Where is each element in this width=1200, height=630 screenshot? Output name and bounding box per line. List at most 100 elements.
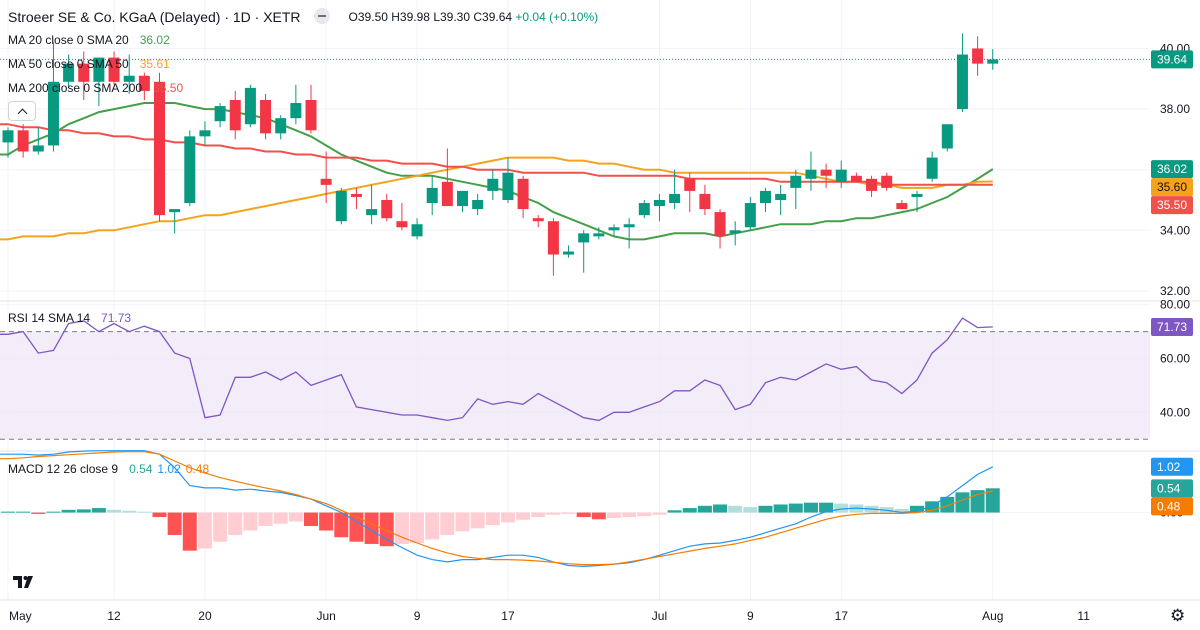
macd-hist-legend-value: 0.54 (129, 462, 153, 476)
candle (881, 172, 893, 191)
ma50-legend[interactable]: MA 50 close 0 SMA 50 35.61 (8, 57, 170, 71)
candle (229, 90, 241, 140)
price-tag: 36.02 (1151, 160, 1193, 179)
rsi-axis-label: 40.00 (1160, 405, 1190, 419)
candle-body (850, 175, 862, 182)
macd-histogram-bar (500, 512, 515, 523)
candle (457, 190, 468, 213)
macd-histogram-bar (470, 512, 485, 529)
candle (744, 196, 756, 231)
price-tag-bg (1151, 160, 1193, 179)
candle-body (396, 221, 408, 228)
rsi-line (0, 317, 993, 422)
rsi-axis-label: 60.00 (1160, 352, 1190, 366)
candle (623, 218, 635, 249)
candle-body (411, 224, 423, 237)
candle (199, 121, 211, 146)
candle-body (714, 212, 726, 237)
macd-price-tag: 0.48 (1151, 497, 1193, 516)
macd-histogram-bar (516, 512, 531, 520)
candle (335, 187, 347, 225)
candle-body (426, 187, 438, 204)
time-axis-label: 9 (414, 609, 421, 623)
price-tag: 35.50 (1151, 196, 1193, 215)
ma200-legend[interactable]: MA 200 close 0 SMA 200 35.50 (8, 81, 183, 95)
macd-histogram-bar (304, 512, 318, 526)
price-tag: 35.60 (1151, 178, 1193, 197)
macd-histogram-bar (652, 512, 667, 515)
candle (866, 175, 878, 197)
rsi-price-tag-text: 71.73 (1157, 320, 1187, 334)
macd-histogram-bar (152, 512, 167, 518)
symbol-header: Stroeer SE & Co. KGaA (Delayed) · 1D · X… (8, 8, 599, 25)
rsi-price-tag: 71.73 (1151, 317, 1193, 336)
candle (775, 184, 787, 216)
candle-body (184, 136, 196, 204)
macd-histogram-bar (819, 502, 834, 513)
rsi-legend[interactable]: RSI 14 SMA 14 71.73 (8, 311, 131, 325)
candle (441, 148, 453, 207)
macd-histogram-bar (637, 512, 652, 517)
candle (123, 54, 135, 94)
candle-body (608, 227, 620, 231)
candle (805, 151, 817, 191)
candle (684, 172, 696, 213)
candle (93, 57, 105, 107)
candle (850, 172, 862, 182)
candle (32, 127, 44, 155)
ma200-label: MA 200 close 0 SMA 200 (8, 81, 143, 95)
macd-price-tag: 1.02 (1151, 457, 1193, 476)
candle-body (699, 193, 711, 210)
candle-body (547, 221, 559, 255)
ma20-label: MA 20 close 0 SMA 20 (8, 33, 129, 47)
macd-histogram-bar (485, 512, 500, 526)
candle (17, 124, 29, 158)
time-axis-label: 17 (835, 609, 849, 623)
candle-body (866, 178, 878, 191)
candle (47, 42, 59, 152)
time-axis-label: Jul (652, 609, 667, 623)
candle-body (578, 233, 590, 243)
macd-histogram-bar (546, 512, 561, 515)
candle-body (17, 130, 29, 152)
candle-body (729, 230, 741, 234)
macd-histogram-bar (61, 509, 76, 513)
candle (517, 175, 529, 219)
candle (78, 51, 90, 100)
candle-body (381, 200, 393, 219)
macd-histogram-bar (607, 512, 621, 518)
candle (638, 200, 650, 219)
chevron-up-icon[interactable] (8, 101, 36, 121)
macd-signal-legend-value: 0.48 (185, 462, 210, 476)
candle (275, 115, 287, 140)
candle-body (760, 190, 771, 204)
candle-body (366, 209, 378, 216)
macd-histogram-bar (758, 505, 773, 513)
ma20-value: 36.02 (139, 33, 170, 47)
symbol-title[interactable]: Stroeer SE & Co. KGaA (Delayed) · 1D · X… (8, 9, 301, 25)
candle-body (790, 175, 802, 188)
candle (184, 130, 196, 207)
time-axis-label: 11 (1077, 609, 1090, 623)
macd-histogram-bar (364, 512, 379, 544)
tradingview-logo-icon[interactable] (8, 568, 38, 594)
time-axis-label: Jun (316, 609, 335, 623)
macd-legend[interactable]: MACD 12 26 close 9 0.54 1.02 0.48 (8, 462, 209, 476)
candle (972, 36, 984, 76)
change-value: +0.04 (+0.10%) (515, 10, 599, 24)
candle-body (775, 193, 787, 200)
eye-icon[interactable] (313, 8, 330, 24)
candle (108, 51, 120, 85)
macd-histogram-bar (76, 509, 91, 513)
candle-body (138, 75, 150, 91)
gear-icon[interactable]: ⚙ (1170, 606, 1186, 625)
ma20-legend[interactable]: MA 20 close 0 SMA 20 36.02 (8, 33, 170, 47)
rsi-axis-label: 80.00 (1160, 298, 1190, 312)
price-axis-label: 32.00 (1160, 284, 1190, 298)
candle (608, 224, 620, 237)
time-axis-label: Aug (982, 609, 1003, 623)
macd-histogram-bar (834, 503, 849, 513)
macd-histogram-bar (561, 512, 576, 514)
candle (320, 151, 332, 204)
